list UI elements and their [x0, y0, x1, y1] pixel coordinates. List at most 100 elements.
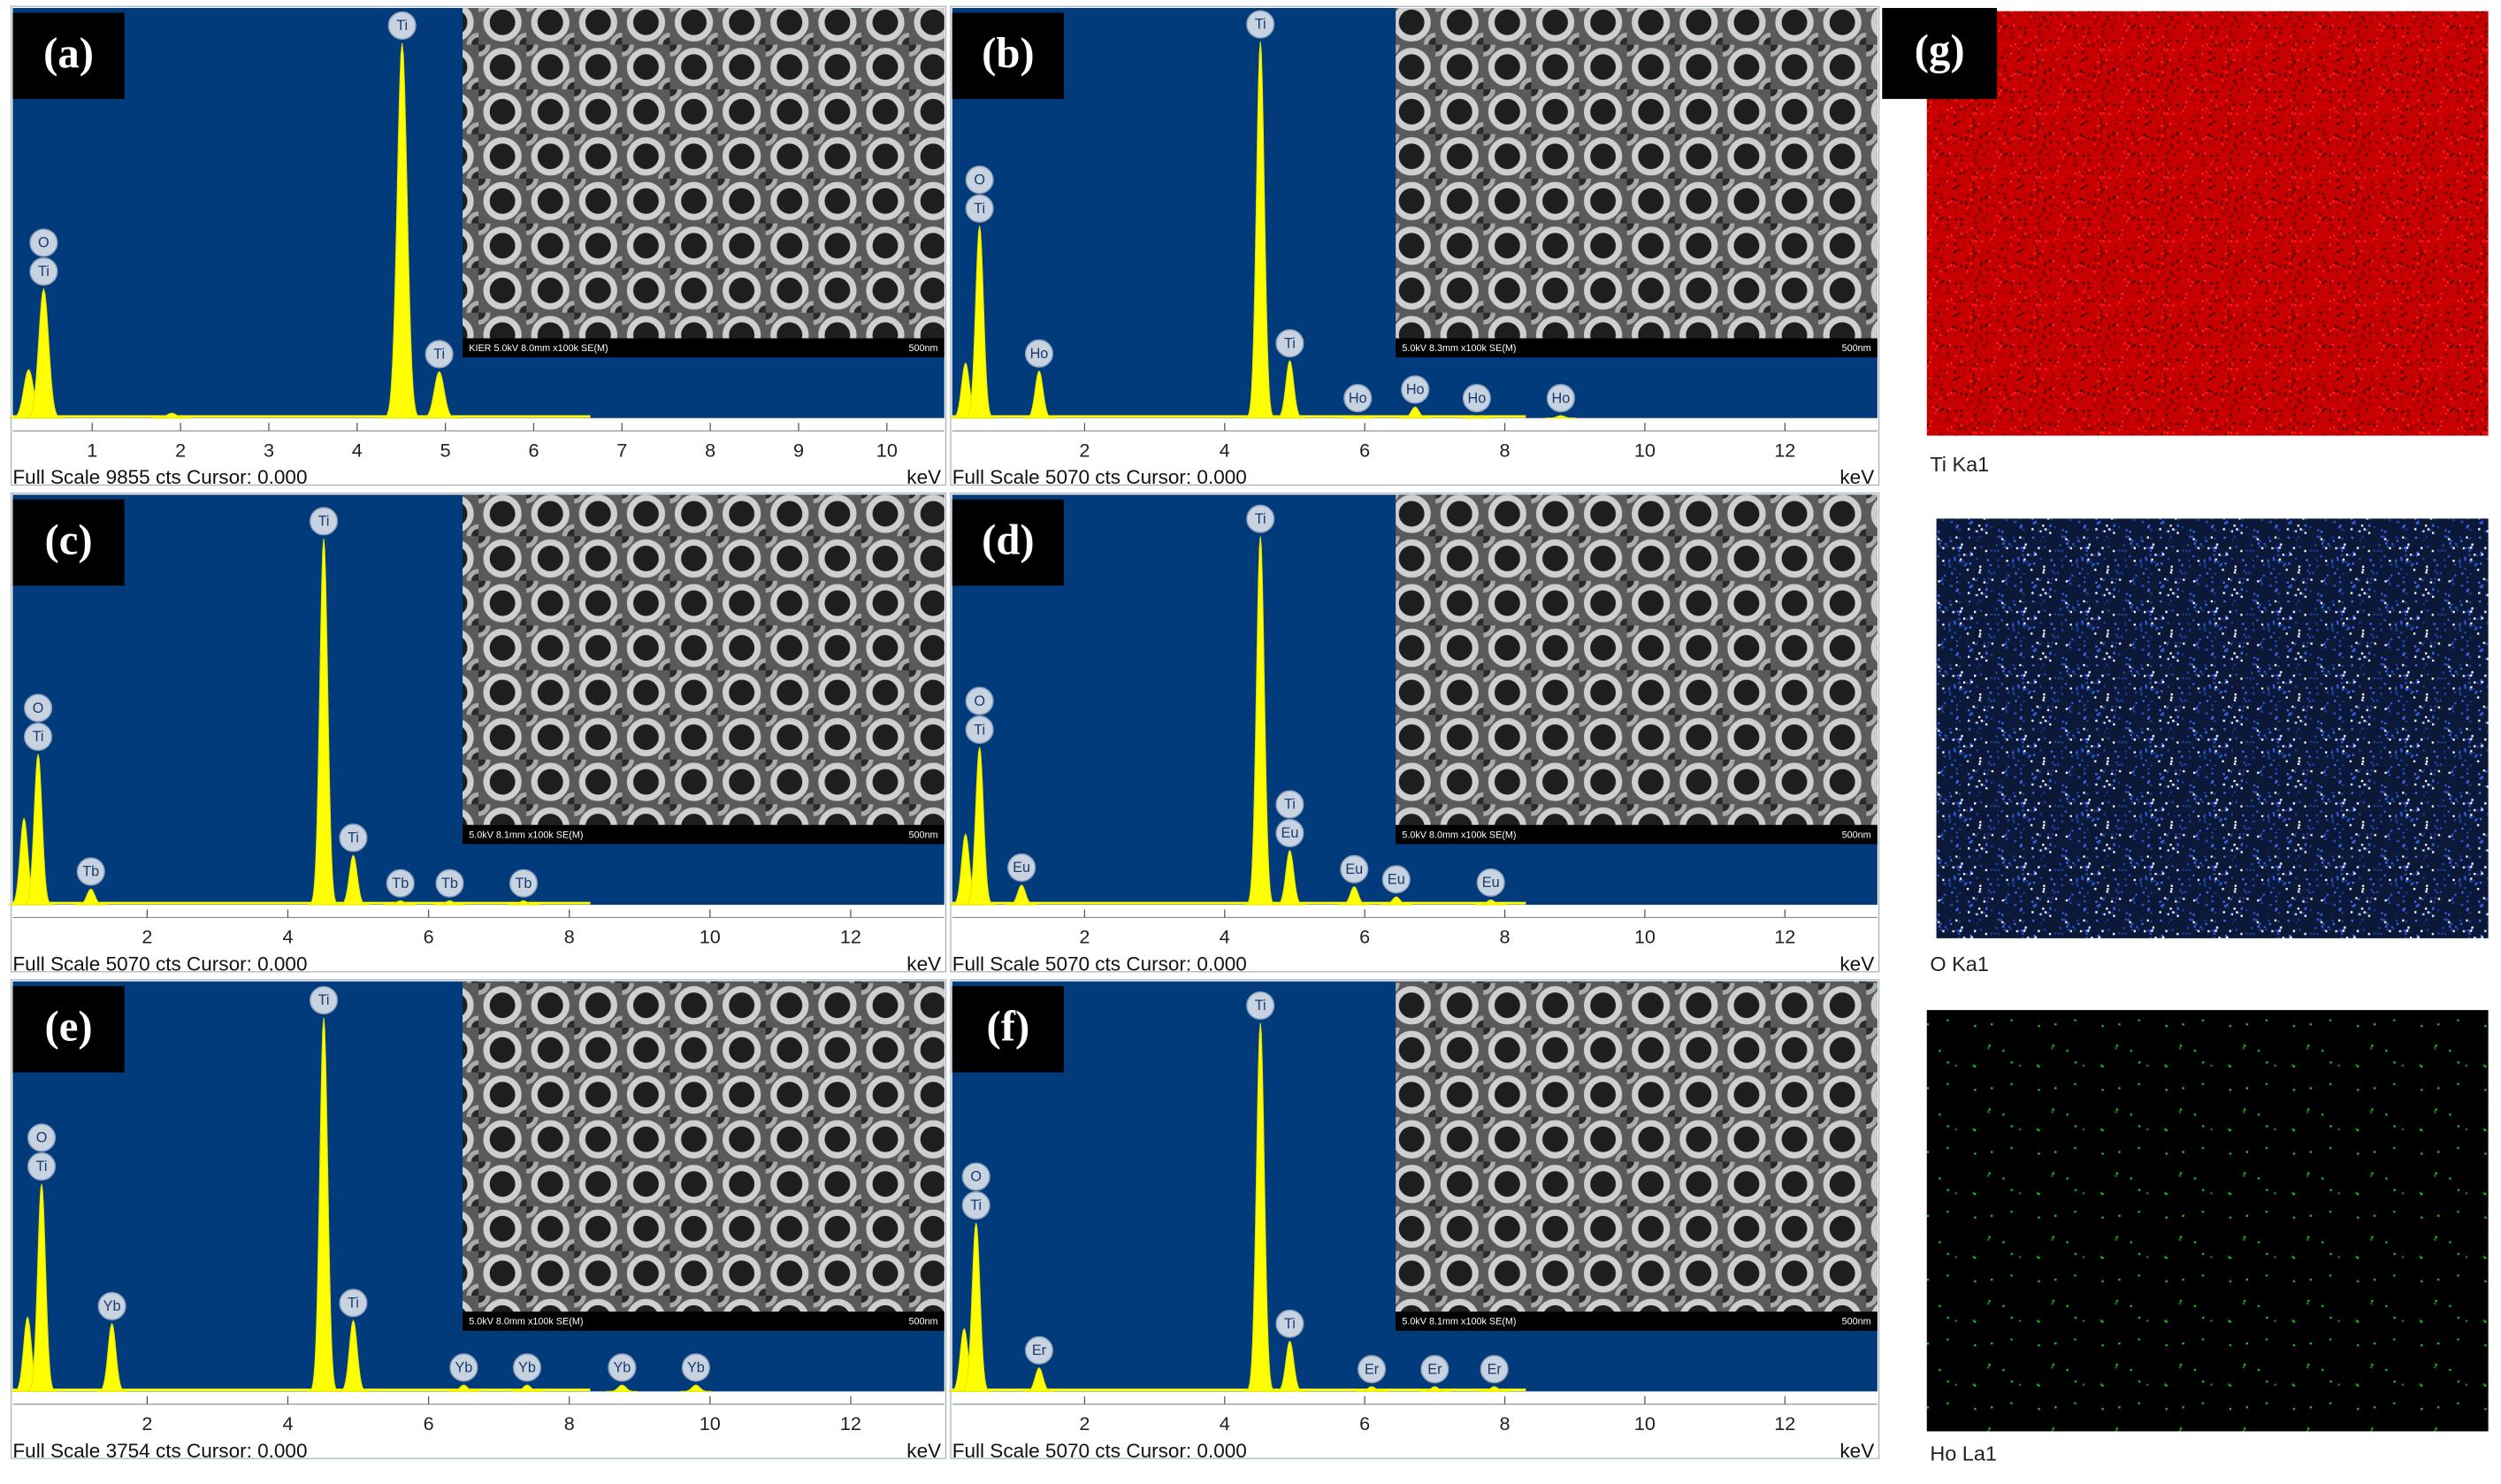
- element-marker: [1343, 384, 1373, 413]
- element-marker: [339, 1289, 368, 1318]
- element-marker: [1275, 818, 1304, 848]
- element-label: Ho: [1406, 382, 1425, 398]
- panel-label-box: [12, 986, 125, 1073]
- element-label: Ti: [433, 347, 445, 363]
- panel-frame: [950, 5, 1880, 486]
- element-marker: [339, 823, 368, 853]
- sem-scale: 500nm: [1842, 343, 1871, 354]
- element-marker: [1275, 790, 1304, 819]
- peak: [1022, 370, 1056, 419]
- element-label: Tb: [516, 876, 532, 891]
- x-tick-label: 6: [424, 1412, 434, 1434]
- peak: [1475, 899, 1507, 906]
- peak: [23, 287, 64, 419]
- sem-scale: 500nm: [1842, 1317, 1871, 1327]
- x-tick-label: 10: [700, 926, 721, 948]
- element-label: Ti: [318, 514, 330, 530]
- element-label: Tb: [441, 876, 458, 891]
- peak: [508, 900, 539, 906]
- element-label: Yb: [518, 1360, 536, 1376]
- element-label: O: [38, 235, 50, 251]
- sem-info: 5.0kV 8.3mm x100k SE(M): [1402, 343, 1516, 354]
- x-tick-label: 8: [705, 439, 715, 461]
- element-label: Tb: [82, 864, 99, 880]
- sem-info-bar: [463, 338, 945, 358]
- peak: [1381, 896, 1412, 906]
- element-marker: [509, 868, 539, 898]
- x-tick-label: 10: [876, 439, 898, 461]
- element-label: Eu: [1013, 860, 1030, 876]
- element-label: Ti: [36, 1159, 48, 1174]
- sem-info: 5.0kV 8.1mm x100k SE(M): [469, 830, 583, 840]
- element-label: Yb: [103, 1298, 121, 1314]
- element-label: Ti: [33, 729, 44, 745]
- x-tick-label: 2: [1079, 1412, 1090, 1434]
- element-label: Ti: [348, 830, 359, 846]
- element-marker: [1462, 384, 1491, 413]
- peak: [96, 1322, 128, 1392]
- element-marker: [965, 715, 994, 745]
- x-unit: keV: [1839, 466, 1874, 488]
- element-marker: [1358, 1355, 1387, 1384]
- sem-info-bar: [1396, 338, 1878, 358]
- panel-label: (e): [45, 1003, 93, 1051]
- sem-image: [463, 8, 945, 339]
- x-tick-label: 2: [1079, 926, 1090, 948]
- peak: [1545, 415, 1577, 419]
- peak: [307, 539, 340, 906]
- peak: [1244, 536, 1277, 906]
- x-tick-label: 4: [1220, 926, 1230, 948]
- peak: [1342, 415, 1373, 419]
- element-label: O: [33, 700, 44, 716]
- element-label: Er: [1032, 1342, 1047, 1358]
- sem-image: [1396, 8, 1878, 339]
- peak: [1419, 1386, 1450, 1392]
- panel-label: (a): [43, 29, 94, 77]
- x-tick-label: 4: [282, 926, 293, 948]
- peak: [680, 1384, 712, 1392]
- peak: [1338, 886, 1370, 906]
- x-tick-label: 4: [352, 439, 363, 461]
- sem-info: 5.0kV 8.1mm x100k SE(M): [1402, 1317, 1516, 1327]
- element-marker: [1246, 991, 1275, 1021]
- x-tick-label: 2: [1079, 439, 1090, 461]
- peak: [1399, 406, 1431, 419]
- footer: Full Scale 9855 cts Cursor: 0.000: [12, 466, 307, 488]
- element-marker: [1476, 868, 1505, 897]
- element-marker: [1340, 854, 1369, 884]
- element-marker: [1246, 10, 1275, 39]
- element-label: Eu: [1281, 825, 1299, 841]
- peak: [960, 1222, 992, 1392]
- sem-scale: 500nm: [908, 1317, 937, 1327]
- peak: [152, 412, 192, 419]
- panel-label: (b): [982, 29, 1035, 77]
- element-marker: [681, 1353, 710, 1382]
- element-marker: [1246, 504, 1275, 533]
- element-label: Eu: [1345, 861, 1363, 877]
- peak: [1273, 849, 1306, 906]
- panel-label: (g): [1915, 27, 1965, 74]
- x-tick-label: 12: [1774, 1412, 1795, 1434]
- element-marker: [424, 340, 454, 369]
- panel-label-box: [12, 499, 125, 586]
- sem-info-bar: [1396, 824, 1878, 845]
- peak: [1461, 415, 1493, 419]
- figure-content: KIER 5.0kV 8.0mm x100k SE(M) 500nm O Ti Ti Ti…: [8, 5, 2489, 1465]
- peak: [1244, 42, 1277, 419]
- x-tick-label: 8: [1500, 439, 1511, 461]
- x-tick-label: 6: [1359, 926, 1370, 948]
- x-tick-label: 6: [528, 439, 539, 461]
- x-unit: keV: [1839, 953, 1874, 975]
- panel-frame: [11, 492, 947, 973]
- element-label: Ti: [1284, 1316, 1296, 1332]
- peak: [307, 1017, 340, 1392]
- sem-info: KIER 5.0kV 8.0mm x100k SE(M): [469, 343, 608, 354]
- element-label: Ti: [318, 992, 330, 1008]
- element-marker: [449, 1353, 478, 1382]
- element-marker: [24, 693, 53, 723]
- x-tick-label: 12: [840, 926, 861, 948]
- element-marker: [961, 1190, 990, 1220]
- element-marker: [310, 507, 339, 536]
- peak: [1273, 1340, 1306, 1392]
